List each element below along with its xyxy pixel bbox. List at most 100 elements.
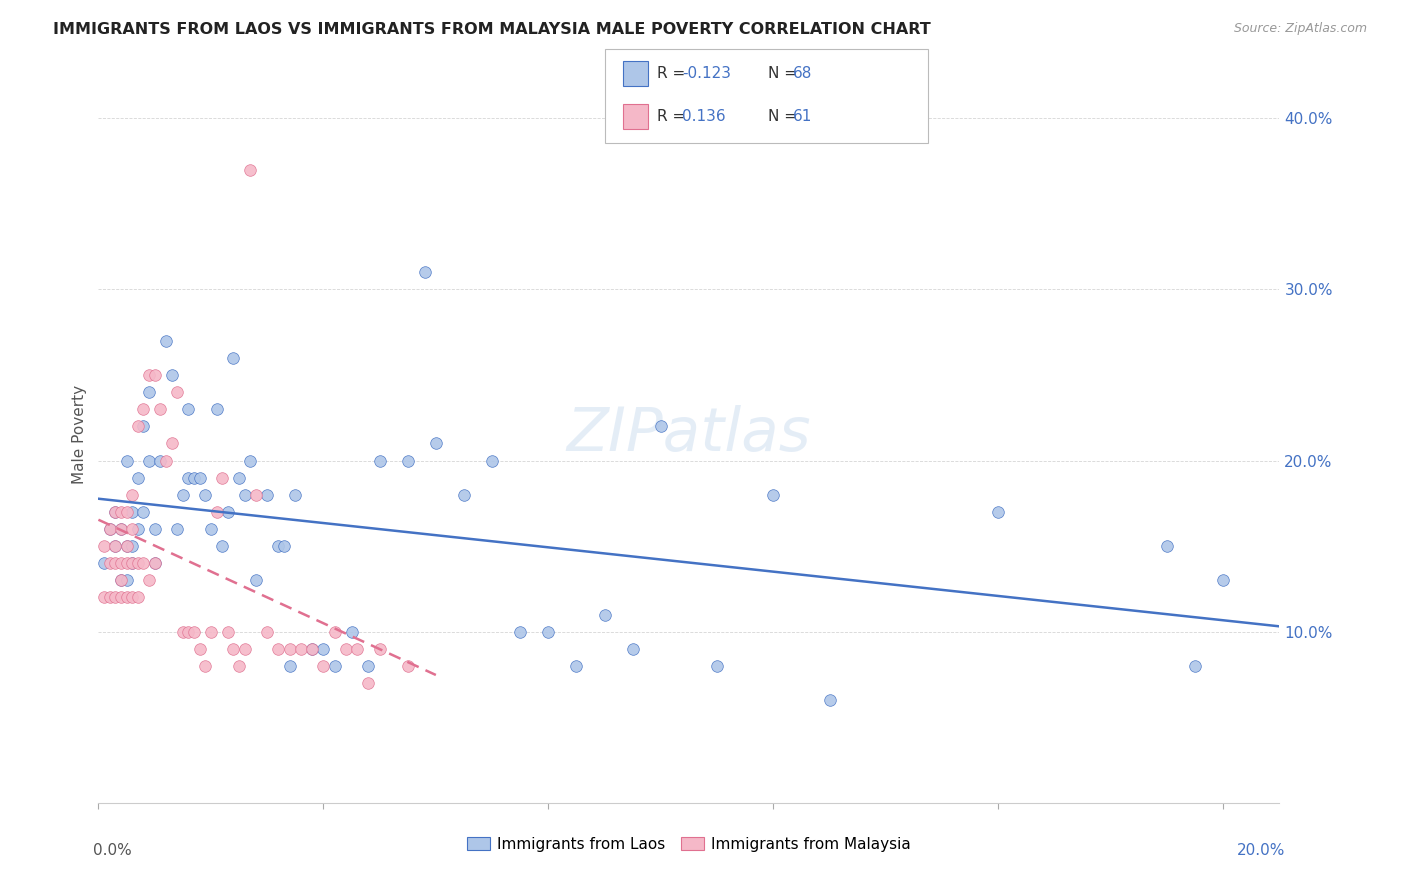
Point	[200, 624, 222, 639]
Point	[284, 488, 307, 502]
Text: 0.0%: 0.0%	[93, 843, 131, 858]
Point	[132, 556, 155, 570]
Point	[121, 539, 143, 553]
Point	[127, 556, 149, 570]
Point	[149, 402, 172, 417]
Point	[138, 574, 160, 588]
Text: -0.123: -0.123	[682, 66, 731, 80]
Point	[115, 556, 138, 570]
Point	[98, 591, 121, 605]
Point	[205, 402, 228, 417]
Text: 61: 61	[793, 110, 813, 124]
Point	[368, 641, 391, 656]
Point	[115, 453, 138, 467]
Point	[98, 556, 121, 570]
Point	[160, 436, 183, 450]
Point	[143, 522, 166, 536]
Point	[110, 522, 132, 536]
Point	[481, 453, 503, 467]
Point	[138, 453, 160, 467]
Point	[217, 505, 239, 519]
Point	[396, 659, 419, 673]
Text: N =: N =	[768, 110, 801, 124]
Point	[110, 505, 132, 519]
Point	[509, 624, 531, 639]
Point	[166, 385, 188, 400]
Point	[104, 539, 127, 553]
Point	[194, 659, 217, 673]
Point	[143, 368, 166, 382]
Point	[177, 470, 200, 484]
Point	[121, 556, 143, 570]
Point	[205, 505, 228, 519]
Point	[301, 641, 323, 656]
Point	[115, 591, 138, 605]
Point	[121, 505, 143, 519]
Point	[273, 539, 295, 553]
Point	[98, 522, 121, 536]
Point	[110, 591, 132, 605]
Point	[115, 539, 138, 553]
Point	[368, 453, 391, 467]
Point	[1156, 539, 1178, 553]
Point	[155, 453, 177, 467]
Point	[115, 505, 138, 519]
Point	[312, 659, 335, 673]
Point	[312, 641, 335, 656]
Point	[110, 574, 132, 588]
Text: 20.0%: 20.0%	[1237, 843, 1285, 858]
Point	[1212, 574, 1234, 588]
Point	[245, 574, 267, 588]
Point	[110, 522, 132, 536]
Text: 0.136: 0.136	[682, 110, 725, 124]
Point	[425, 436, 447, 450]
Point	[121, 488, 143, 502]
Point	[132, 402, 155, 417]
Text: IMMIGRANTS FROM LAOS VS IMMIGRANTS FROM MALAYSIA MALE POVERTY CORRELATION CHART: IMMIGRANTS FROM LAOS VS IMMIGRANTS FROM …	[53, 22, 931, 37]
Point	[537, 624, 560, 639]
Point	[149, 453, 172, 467]
Point	[104, 539, 127, 553]
Point	[172, 624, 194, 639]
Point	[233, 641, 256, 656]
Point	[104, 505, 127, 519]
Point	[121, 591, 143, 605]
Point	[104, 556, 127, 570]
Point	[1184, 659, 1206, 673]
Point	[143, 556, 166, 570]
Point	[138, 385, 160, 400]
Point	[155, 334, 177, 348]
Point	[239, 162, 262, 177]
Point	[357, 659, 380, 673]
Point	[621, 641, 644, 656]
Point	[453, 488, 475, 502]
Point	[177, 402, 200, 417]
Point	[256, 624, 278, 639]
Point	[762, 488, 785, 502]
Point	[194, 488, 217, 502]
Point	[127, 591, 149, 605]
Point	[183, 470, 205, 484]
Point	[166, 522, 188, 536]
Point	[172, 488, 194, 502]
Point	[110, 556, 132, 570]
Text: ZIPatlas: ZIPatlas	[567, 405, 811, 465]
Point	[98, 522, 121, 536]
Point	[127, 470, 149, 484]
Point	[104, 505, 127, 519]
Point	[143, 556, 166, 570]
Point	[267, 641, 290, 656]
Point	[115, 574, 138, 588]
Point	[138, 368, 160, 382]
Point	[565, 659, 588, 673]
Point	[115, 539, 138, 553]
Point	[650, 419, 672, 434]
Point	[987, 505, 1010, 519]
Point	[93, 591, 115, 605]
Point	[593, 607, 616, 622]
Point	[188, 470, 211, 484]
Point	[104, 591, 127, 605]
Point	[239, 453, 262, 467]
Point	[228, 470, 250, 484]
Point	[132, 419, 155, 434]
